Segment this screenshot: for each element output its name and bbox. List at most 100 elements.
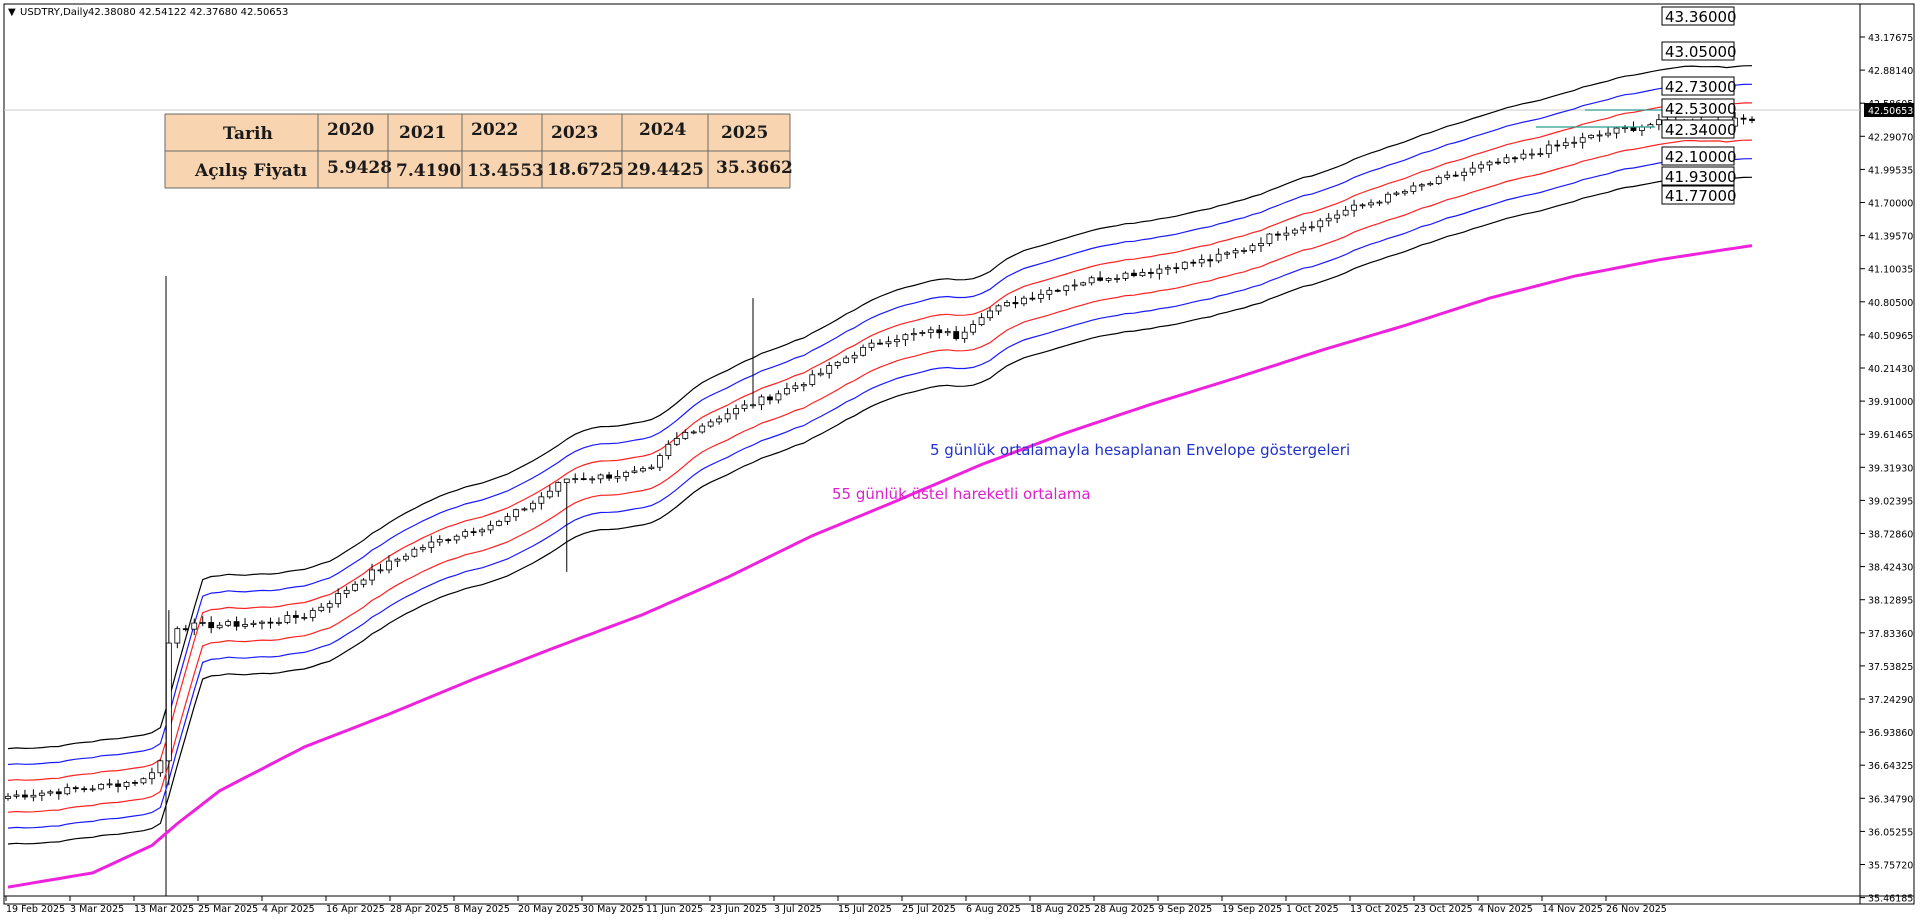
x-tick-label: 28 Aug 2025 xyxy=(1094,904,1155,915)
level-box: 42.73000 xyxy=(1661,76,1737,96)
candle xyxy=(1554,139,1561,152)
candle xyxy=(1427,181,1434,187)
x-tick-label: 25 Mar 2025 xyxy=(198,904,258,915)
candle xyxy=(411,546,418,558)
candle xyxy=(563,478,570,572)
candle xyxy=(1004,300,1010,307)
candle xyxy=(445,538,452,544)
candle xyxy=(1173,262,1180,274)
candle xyxy=(1478,161,1484,173)
candle xyxy=(1308,221,1315,232)
x-tick-label: 30 May 2025 xyxy=(582,904,644,915)
candle xyxy=(529,500,536,513)
time-axis: 19 Feb 2025 3 Mar 2025 13 Mar 2025 25 Mar 2… xyxy=(5,896,1667,915)
current-price-label: 42.50653 xyxy=(1868,106,1913,117)
candle xyxy=(64,783,71,796)
table-value-2020: 5.9428 xyxy=(327,158,392,178)
y-tick-label: 40.80500 xyxy=(1868,298,1913,309)
candle xyxy=(1469,161,1476,176)
candle xyxy=(1461,167,1468,182)
candle xyxy=(1131,269,1137,278)
candle xyxy=(834,360,841,369)
candle xyxy=(1740,114,1747,125)
candle xyxy=(1393,191,1400,197)
x-tick-label: 4 Nov 2025 xyxy=(1478,904,1533,915)
candle xyxy=(707,418,714,428)
candle xyxy=(631,465,638,474)
x-tick-label: 8 May 2025 xyxy=(454,904,510,915)
y-tick-label: 36.34790 xyxy=(1868,794,1913,805)
ema-annotation: 55 günlük üstel hareketli ortalama xyxy=(832,485,1091,503)
x-tick-label: 1 Oct 2025 xyxy=(1286,904,1339,915)
x-tick-label: 25 Jul 2025 xyxy=(902,904,956,915)
candle xyxy=(377,563,384,574)
candle xyxy=(648,464,655,470)
candle xyxy=(1655,114,1662,131)
candle xyxy=(1232,247,1239,259)
candles xyxy=(5,112,1755,802)
ema-line xyxy=(7,244,1753,889)
level-box-label: 42.53000 xyxy=(1665,100,1737,118)
y-tick-label: 37.83360 xyxy=(1868,629,1913,640)
y-tick-label: 37.24290 xyxy=(1868,695,1913,706)
x-tick-label: 14 Nov 2025 xyxy=(1542,904,1603,915)
candle xyxy=(1105,277,1112,283)
candle xyxy=(1571,136,1578,148)
candle xyxy=(157,759,164,777)
candle xyxy=(292,610,299,624)
candle xyxy=(868,339,875,351)
candle xyxy=(1054,288,1061,293)
candle xyxy=(1579,132,1586,149)
candle xyxy=(589,476,596,484)
x-tick-label: 23 Oct 2025 xyxy=(1414,904,1473,915)
candle xyxy=(326,600,333,613)
candle xyxy=(182,624,189,632)
y-tick-label: 41.10035 xyxy=(1868,265,1913,276)
candle xyxy=(1639,124,1645,136)
candle xyxy=(394,557,401,568)
candle xyxy=(606,471,612,481)
candle xyxy=(267,617,274,629)
y-tick-label: 43.17675 xyxy=(1868,33,1913,44)
table-value-2021: 7.4190 xyxy=(396,161,461,181)
candle xyxy=(1647,122,1654,129)
candle xyxy=(640,466,646,473)
candle xyxy=(1181,261,1188,271)
candle xyxy=(1418,183,1425,191)
candle xyxy=(978,313,985,327)
candle xyxy=(1368,199,1374,209)
candle xyxy=(428,535,435,554)
candle xyxy=(750,298,756,409)
candle xyxy=(809,369,816,387)
y-tick-label: 35.75720 xyxy=(1868,861,1913,872)
candle xyxy=(1596,130,1603,142)
window-menu-arrow[interactable]: ▼ xyxy=(8,7,16,18)
candle xyxy=(301,612,308,621)
candle xyxy=(496,519,502,527)
table-year-2024: 2024 xyxy=(639,120,686,140)
x-tick-label: 18 Aug 2025 xyxy=(1030,904,1091,915)
candle xyxy=(572,473,579,484)
table-year-2021: 2021 xyxy=(399,123,446,143)
candle xyxy=(479,527,485,537)
candle xyxy=(233,616,240,631)
candle xyxy=(1198,254,1205,268)
candle xyxy=(55,788,62,800)
candle xyxy=(13,790,20,799)
candle xyxy=(1266,232,1273,247)
candle xyxy=(673,432,680,446)
candle xyxy=(72,785,79,793)
table-value-2022: 13.4553 xyxy=(467,161,544,181)
x-tick-label: 15 Jul 2025 xyxy=(838,904,892,915)
candle xyxy=(1097,271,1104,282)
y-tick-label: 39.91000 xyxy=(1868,397,1913,408)
candle xyxy=(1063,284,1070,296)
y-tick-label: 37.53825 xyxy=(1868,662,1913,673)
candle xyxy=(462,528,469,539)
y-tick-label: 41.39570 xyxy=(1868,232,1913,243)
x-tick-label: 11 Jun 2025 xyxy=(646,904,703,915)
candle xyxy=(665,440,672,460)
candle xyxy=(513,508,519,522)
level-box: 42.53000 xyxy=(1661,98,1737,118)
candle xyxy=(386,555,392,574)
